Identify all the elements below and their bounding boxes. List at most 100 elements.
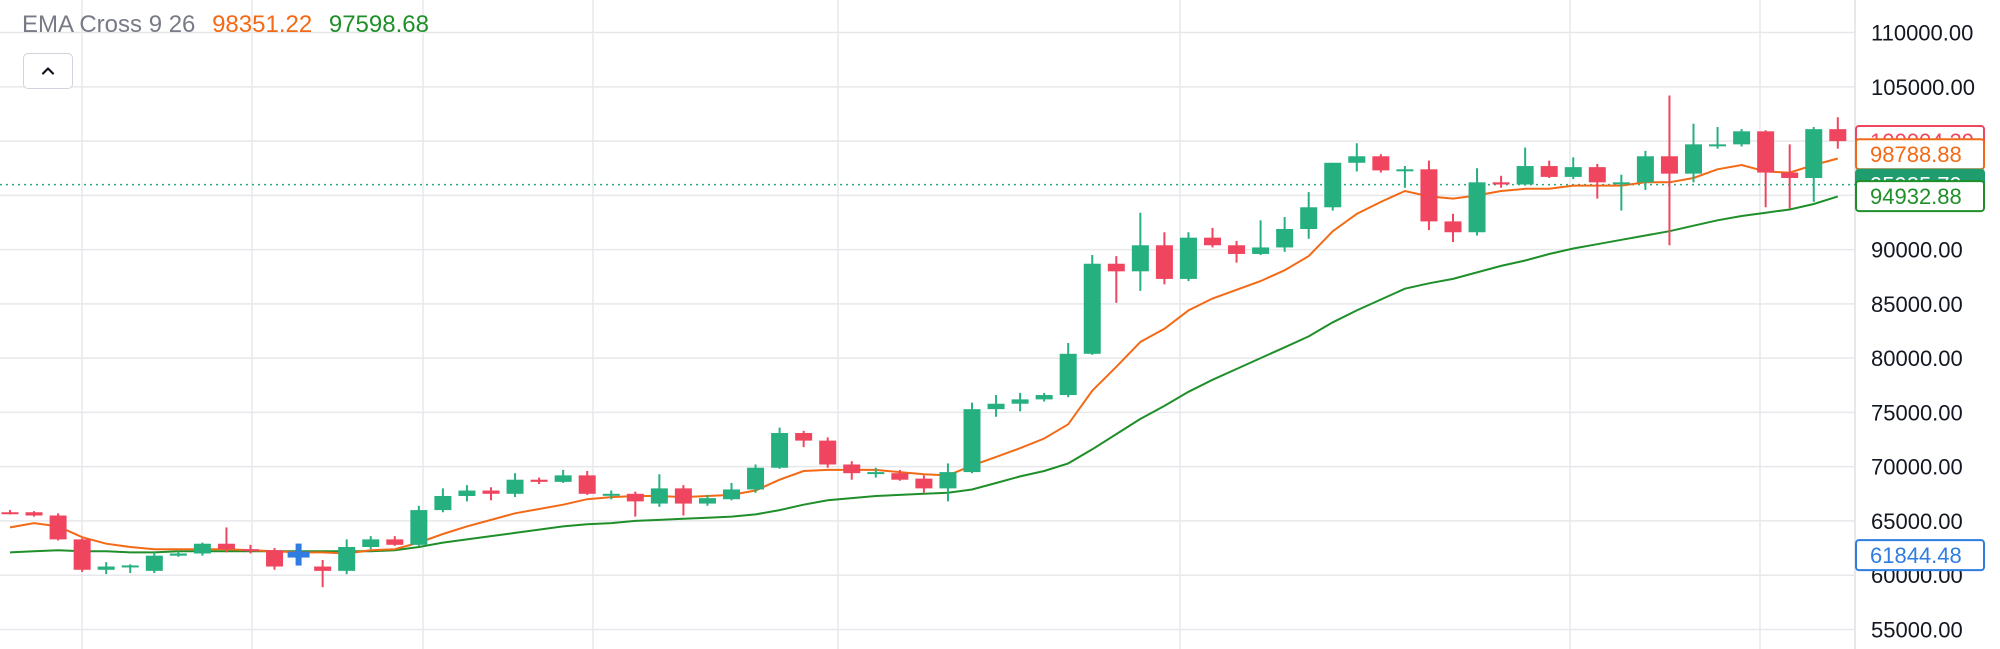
candle xyxy=(1107,256,1125,303)
candle-body xyxy=(1492,182,1510,185)
candle-body xyxy=(1444,221,1462,233)
candle-body xyxy=(266,550,284,567)
candle xyxy=(795,430,813,448)
candle xyxy=(1564,157,1582,180)
candle xyxy=(891,469,909,481)
candle xyxy=(1588,163,1606,199)
candle xyxy=(434,488,452,513)
candle-body xyxy=(939,472,957,489)
candle xyxy=(169,551,187,557)
candle xyxy=(915,475,933,493)
candle-body xyxy=(1636,156,1654,183)
candle-body xyxy=(1685,144,1702,174)
candle-body xyxy=(1420,169,1438,222)
candle-body xyxy=(747,467,765,490)
candle xyxy=(747,464,765,493)
candle xyxy=(506,473,524,498)
candle xyxy=(338,539,356,575)
candle xyxy=(1083,255,1101,355)
candle-body xyxy=(987,403,1005,410)
chart-grid xyxy=(0,0,1855,649)
candle xyxy=(626,491,644,517)
candle-body xyxy=(771,433,789,468)
candle-body xyxy=(410,510,428,545)
candle xyxy=(771,427,789,469)
candle xyxy=(1228,240,1246,263)
candle-body xyxy=(795,433,813,441)
candle-body xyxy=(1204,237,1221,246)
price-axis-tick-label: 65000.00 xyxy=(1871,509,1963,534)
candle xyxy=(867,467,885,478)
candle xyxy=(1636,150,1654,190)
price-axis-tick-label: 85000.00 xyxy=(1871,292,1963,317)
ema-fast-value: 98351.22 xyxy=(212,11,313,38)
candle xyxy=(1781,144,1799,209)
candle xyxy=(1516,147,1534,186)
candle-body xyxy=(145,555,163,571)
candle-body xyxy=(217,543,235,550)
candle xyxy=(578,471,596,495)
candle-body xyxy=(242,549,259,552)
price-axis-tick-label: 105000.00 xyxy=(1871,75,1975,100)
cross-marker[interactable] xyxy=(287,543,310,566)
candle-body xyxy=(867,472,885,475)
candle xyxy=(362,536,380,550)
candle-body xyxy=(626,493,644,502)
candle-body xyxy=(1179,237,1197,279)
candle xyxy=(458,485,476,502)
candle-body xyxy=(1011,399,1029,404)
candle xyxy=(1709,126,1727,149)
candle xyxy=(1155,232,1173,285)
candle-body xyxy=(1564,167,1582,177)
candle-body xyxy=(434,495,452,511)
candle-body xyxy=(554,475,572,482)
candles xyxy=(1,95,1847,588)
collapse-legend-button[interactable] xyxy=(23,53,73,89)
candle xyxy=(1059,342,1077,398)
candle xyxy=(49,513,67,541)
ema-slow-line xyxy=(9,195,1839,554)
candle-body xyxy=(25,512,43,516)
candle xyxy=(410,505,428,546)
price-axis-tick-label: 75000.00 xyxy=(1871,400,1963,425)
candle-body xyxy=(674,488,692,504)
candle-body xyxy=(723,489,740,500)
candle xyxy=(97,562,115,575)
candle xyxy=(1685,123,1702,183)
candle xyxy=(963,402,981,474)
candle xyxy=(1,510,19,515)
candle-body xyxy=(121,565,139,568)
candle xyxy=(1660,95,1678,246)
price-tag: 94932.88 xyxy=(1855,180,1985,213)
candle xyxy=(1372,154,1390,173)
price-tag: 98788.88 xyxy=(1855,138,1985,171)
price-tags: 100004.2998788.8895985.7994932.8861844.4… xyxy=(1855,125,1985,572)
candle xyxy=(314,560,332,588)
candle xyxy=(698,494,716,506)
ema-fast-line xyxy=(9,157,1839,555)
candle xyxy=(482,487,500,501)
candle-body xyxy=(891,473,909,480)
candle-body xyxy=(1348,156,1366,163)
candle xyxy=(723,482,740,501)
indicator-legend[interactable]: EMA Cross 9 26 98351.22 97598.68 xyxy=(22,11,439,39)
candle-body xyxy=(1252,247,1270,254)
candle-body xyxy=(915,478,933,489)
price-axis-tick-label: 90000.00 xyxy=(1871,238,1963,263)
marker-cross-v xyxy=(295,543,302,566)
candle xyxy=(193,542,211,556)
candle xyxy=(1011,392,1029,412)
candle xyxy=(1035,392,1053,402)
candle-body xyxy=(1612,182,1630,185)
candle xyxy=(1348,143,1366,172)
candle-body xyxy=(1083,263,1101,354)
candle xyxy=(73,538,91,572)
price-axis-tick-label: 110000.00 xyxy=(1871,21,1973,46)
candle-body xyxy=(1228,245,1246,254)
price-tag: 61844.48 xyxy=(1855,539,1985,572)
candle-body xyxy=(1733,131,1751,145)
candle-body xyxy=(1,512,19,515)
candle xyxy=(1733,129,1751,147)
candle xyxy=(1757,130,1775,208)
